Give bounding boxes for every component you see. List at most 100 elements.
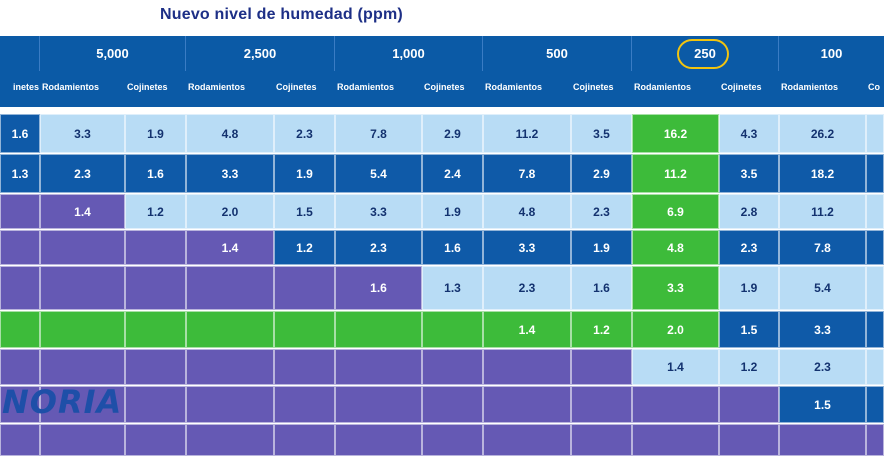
- table-cell: 18.2: [779, 154, 866, 193]
- table-cell: 2.3: [719, 230, 779, 265]
- table-cell: 1.9: [422, 194, 483, 229]
- table-title: Nuevo nivel de humedad (ppm): [160, 6, 403, 23]
- table-cell: [274, 266, 335, 310]
- table-cell: [125, 311, 186, 348]
- table-cell: 1.9: [274, 154, 335, 193]
- ppm-header-lead: [0, 36, 40, 71]
- table-cell: [335, 311, 422, 348]
- table-cell: 4.8: [483, 194, 571, 229]
- subheader-rodamientos: Rodamientos: [42, 82, 100, 92]
- table-cell: [274, 349, 335, 385]
- subheader-rodamientos: Rodamientos: [634, 82, 692, 92]
- table-cell: 2.8: [719, 194, 779, 229]
- table-cell: 4.8: [632, 230, 719, 265]
- subheader-rodamientos: Rodamientos: [188, 82, 246, 92]
- subheader-rodamientos: Rodamientos: [781, 82, 839, 92]
- table-cell: 1.2: [274, 230, 335, 265]
- table-cell: [125, 266, 186, 310]
- table-cell: 1.5: [274, 194, 335, 229]
- table-cell: [571, 386, 632, 423]
- table-cell: [40, 424, 125, 456]
- table-cell: 1.6: [125, 154, 186, 193]
- table-cell: 1.6: [335, 266, 422, 310]
- table-cell: 4.3: [719, 114, 779, 153]
- table-cell: 1.6: [422, 230, 483, 265]
- subheader-cojinetes: Cojinetes: [127, 82, 168, 92]
- table-cell: 5.4: [335, 154, 422, 193]
- table-cell: 1.3: [0, 154, 40, 193]
- table-cell: 1.6: [0, 114, 40, 153]
- table-cell: 7.8: [779, 230, 866, 265]
- table-cell: [483, 386, 571, 423]
- table-cell: 1.5: [719, 311, 779, 348]
- ppm-header-5: 100: [820, 46, 843, 61]
- table-cell: [40, 349, 125, 385]
- table-cell: 3.3: [632, 266, 719, 310]
- table-cell: [274, 386, 335, 423]
- table-cell: 3.3: [335, 194, 422, 229]
- subheader-cojinetes: inetes: [12, 82, 39, 92]
- table-cell: 2.0: [632, 311, 719, 348]
- table-cell: 1.4: [483, 311, 571, 348]
- table-cell: [632, 386, 719, 423]
- ppm-header-3: 500: [483, 36, 632, 71]
- table-cell: [571, 424, 632, 456]
- noria-logo: NORIA: [2, 383, 123, 421]
- table-cell: [866, 311, 884, 348]
- table-cell: [186, 386, 274, 423]
- table-cell: [0, 194, 40, 229]
- table-cell: [866, 266, 884, 310]
- subheader-cojinetes: Cojinetes: [424, 82, 465, 92]
- table-cell: [571, 349, 632, 385]
- ppm-header-4: 250: [632, 36, 779, 71]
- table-cell: 2.3: [274, 114, 335, 153]
- table-cell: [866, 114, 884, 153]
- table-cell: [274, 311, 335, 348]
- table-cell: 7.8: [483, 154, 571, 193]
- table-cell: [186, 349, 274, 385]
- table-cell: 2.9: [422, 114, 483, 153]
- table-cell: 2.3: [571, 194, 632, 229]
- table-cell: [866, 194, 884, 229]
- table-cell: 2.0: [186, 194, 274, 229]
- table-cell: [779, 424, 866, 456]
- subheader-cojinetes: Cojinetes: [573, 82, 614, 92]
- table-cell: 2.3: [335, 230, 422, 265]
- table-cell: [125, 230, 186, 265]
- table-cell: 4.8: [186, 114, 274, 153]
- table-cell: 1.2: [125, 194, 186, 229]
- table-cell: 1.9: [125, 114, 186, 153]
- table-cell: 1.2: [719, 349, 779, 385]
- table-cell: 1.3: [422, 266, 483, 310]
- table-cell: [40, 386, 125, 423]
- table-cell: 2.3: [40, 154, 125, 193]
- subheader-rodamientos: Rodamientos: [337, 82, 395, 92]
- table-cell: 1.4: [186, 230, 274, 265]
- table-cell: [125, 424, 186, 456]
- subheader-cojinetes: Co: [868, 82, 880, 92]
- table-cell: [0, 386, 40, 423]
- table-cell: [0, 266, 40, 310]
- table-cell: 1.4: [40, 194, 125, 229]
- table-cell: [866, 424, 884, 456]
- table-cell: 2.9: [571, 154, 632, 193]
- table-cell: 1.4: [632, 349, 719, 385]
- table-cell: 1.2: [571, 311, 632, 348]
- table-cell: [719, 386, 779, 423]
- table-cell: [335, 386, 422, 423]
- table-cell: [422, 386, 483, 423]
- table-cell: 11.2: [483, 114, 571, 153]
- table-cell: [422, 311, 483, 348]
- table-cell: [483, 349, 571, 385]
- subheader-cojinetes: Cojinetes: [276, 82, 317, 92]
- table-cell: 2.3: [483, 266, 571, 310]
- table-cell: [422, 349, 483, 385]
- bottom-margin: [0, 456, 884, 471]
- table-cell: 11.2: [779, 194, 866, 229]
- table-cell: [40, 230, 125, 265]
- table-cell: [866, 154, 884, 193]
- table-cell: 26.2: [779, 114, 866, 153]
- table-cell: 2.3: [779, 349, 866, 385]
- ppm-header-2: 1,000: [335, 36, 483, 71]
- table-cell: 1.9: [719, 266, 779, 310]
